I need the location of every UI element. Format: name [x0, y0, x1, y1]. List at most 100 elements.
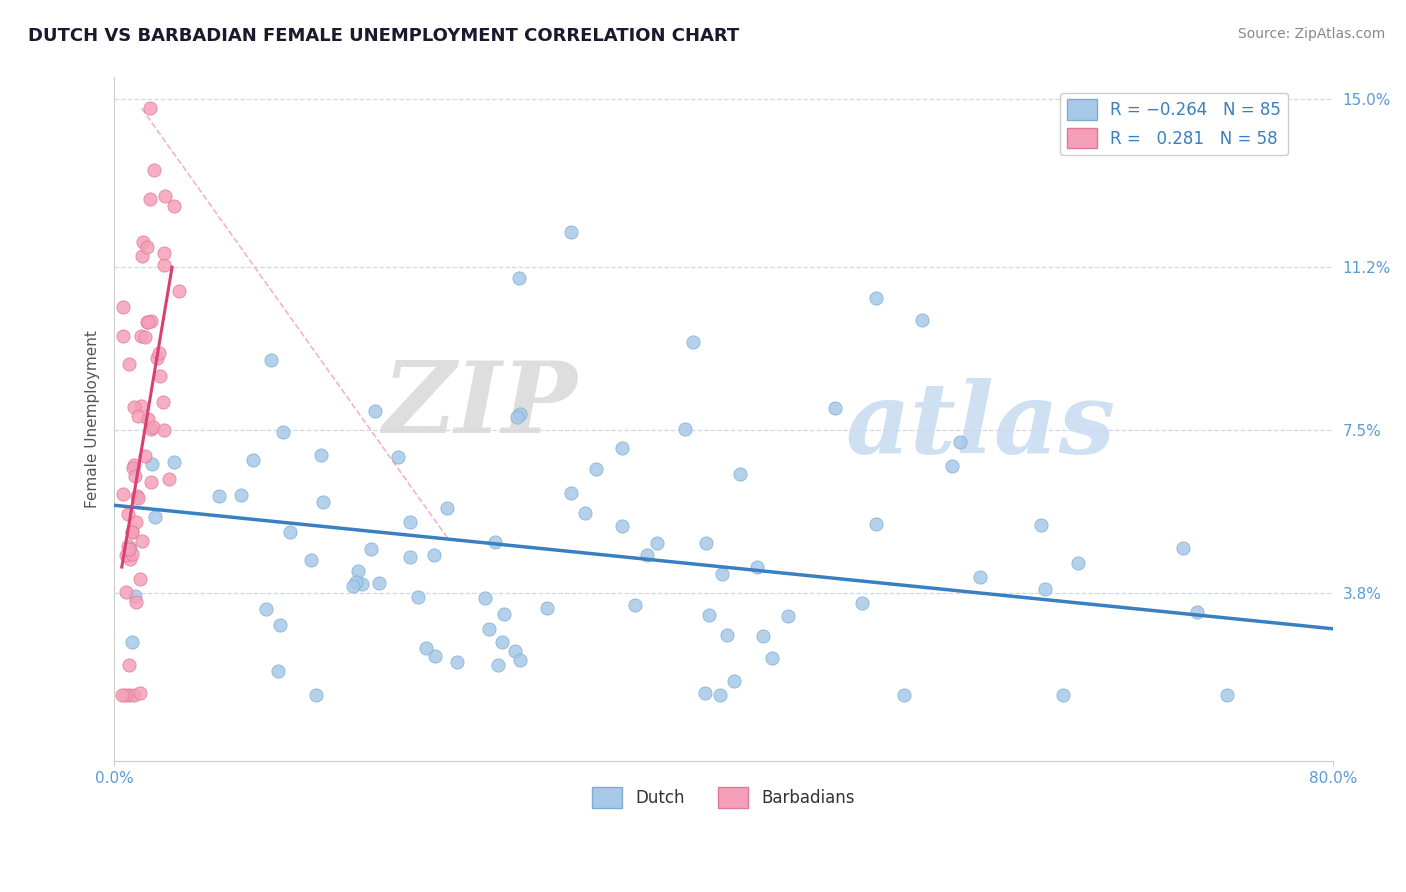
Point — [446, 655, 468, 669]
Point — [135, 240, 157, 254]
Point — [153, 258, 176, 272]
Point — [697, 608, 720, 623]
Point — [610, 441, 633, 455]
Point — [131, 250, 153, 264]
Point — [269, 618, 291, 632]
Point — [118, 357, 141, 371]
Point — [124, 590, 146, 604]
Point — [114, 688, 136, 702]
Point — [716, 628, 738, 642]
Point — [148, 345, 170, 359]
Point — [474, 591, 496, 605]
Point — [163, 199, 186, 213]
Point — [415, 640, 437, 655]
Point — [491, 635, 513, 649]
Point — [111, 688, 134, 702]
Point — [143, 509, 166, 524]
Text: atlas: atlas — [845, 378, 1115, 475]
Point — [115, 548, 138, 562]
Point — [117, 507, 139, 521]
Point — [138, 101, 160, 115]
Point — [121, 524, 143, 539]
Point — [131, 533, 153, 548]
Point — [121, 524, 143, 539]
Point — [399, 550, 422, 565]
Point — [118, 542, 141, 557]
Point — [360, 542, 382, 557]
Point — [122, 688, 145, 702]
Point — [152, 395, 174, 409]
Text: DUTCH VS BARBADIAN FEMALE UNEMPLOYMENT CORRELATION CHART: DUTCH VS BARBADIAN FEMALE UNEMPLOYMENT C… — [28, 27, 740, 45]
Point — [824, 401, 846, 415]
Point — [260, 352, 283, 367]
Point — [111, 300, 134, 314]
Point — [121, 460, 143, 475]
Point — [124, 468, 146, 483]
Point — [157, 472, 180, 486]
Point — [1052, 688, 1074, 702]
Point — [751, 629, 773, 643]
Point — [560, 485, 582, 500]
Point — [910, 313, 932, 327]
Point — [585, 462, 607, 476]
Point — [122, 458, 145, 472]
Point — [152, 246, 174, 260]
Point — [146, 351, 169, 366]
Point — [136, 412, 159, 426]
Point — [709, 688, 731, 702]
Point — [851, 596, 873, 610]
Point — [312, 495, 335, 509]
Point — [423, 548, 446, 562]
Point — [121, 635, 143, 649]
Point — [131, 399, 153, 413]
Point — [309, 449, 332, 463]
Point — [117, 539, 139, 553]
Point — [536, 600, 558, 615]
Point — [1029, 517, 1052, 532]
Point — [503, 644, 526, 658]
Point — [486, 657, 509, 672]
Point — [1173, 541, 1195, 556]
Point — [682, 334, 704, 349]
Point — [111, 487, 134, 501]
Point — [167, 284, 190, 298]
Point — [121, 547, 143, 561]
Point — [399, 516, 422, 530]
Point — [695, 536, 717, 550]
Point — [208, 489, 231, 503]
Point — [865, 516, 887, 531]
Point — [136, 315, 159, 329]
Point — [266, 664, 288, 678]
Point — [118, 552, 141, 566]
Point — [142, 419, 165, 434]
Point — [124, 595, 146, 609]
Point — [125, 489, 148, 503]
Point — [494, 607, 516, 621]
Point — [118, 688, 141, 702]
Point — [509, 407, 531, 421]
Point — [305, 688, 328, 702]
Point — [423, 648, 446, 663]
Point — [728, 467, 751, 481]
Point — [723, 673, 745, 688]
Point — [508, 271, 530, 285]
Point — [344, 574, 367, 589]
Point — [143, 162, 166, 177]
Point — [761, 651, 783, 665]
Point — [673, 422, 696, 436]
Point — [125, 515, 148, 529]
Point — [141, 457, 163, 471]
Point — [745, 560, 768, 574]
Point — [122, 400, 145, 414]
Point — [645, 536, 668, 550]
Point — [135, 315, 157, 329]
Point — [865, 291, 887, 305]
Point — [484, 535, 506, 549]
Point — [1033, 582, 1056, 596]
Point — [342, 579, 364, 593]
Point — [693, 686, 716, 700]
Point — [778, 609, 800, 624]
Point — [710, 566, 733, 581]
Point — [111, 329, 134, 343]
Point — [129, 686, 152, 700]
